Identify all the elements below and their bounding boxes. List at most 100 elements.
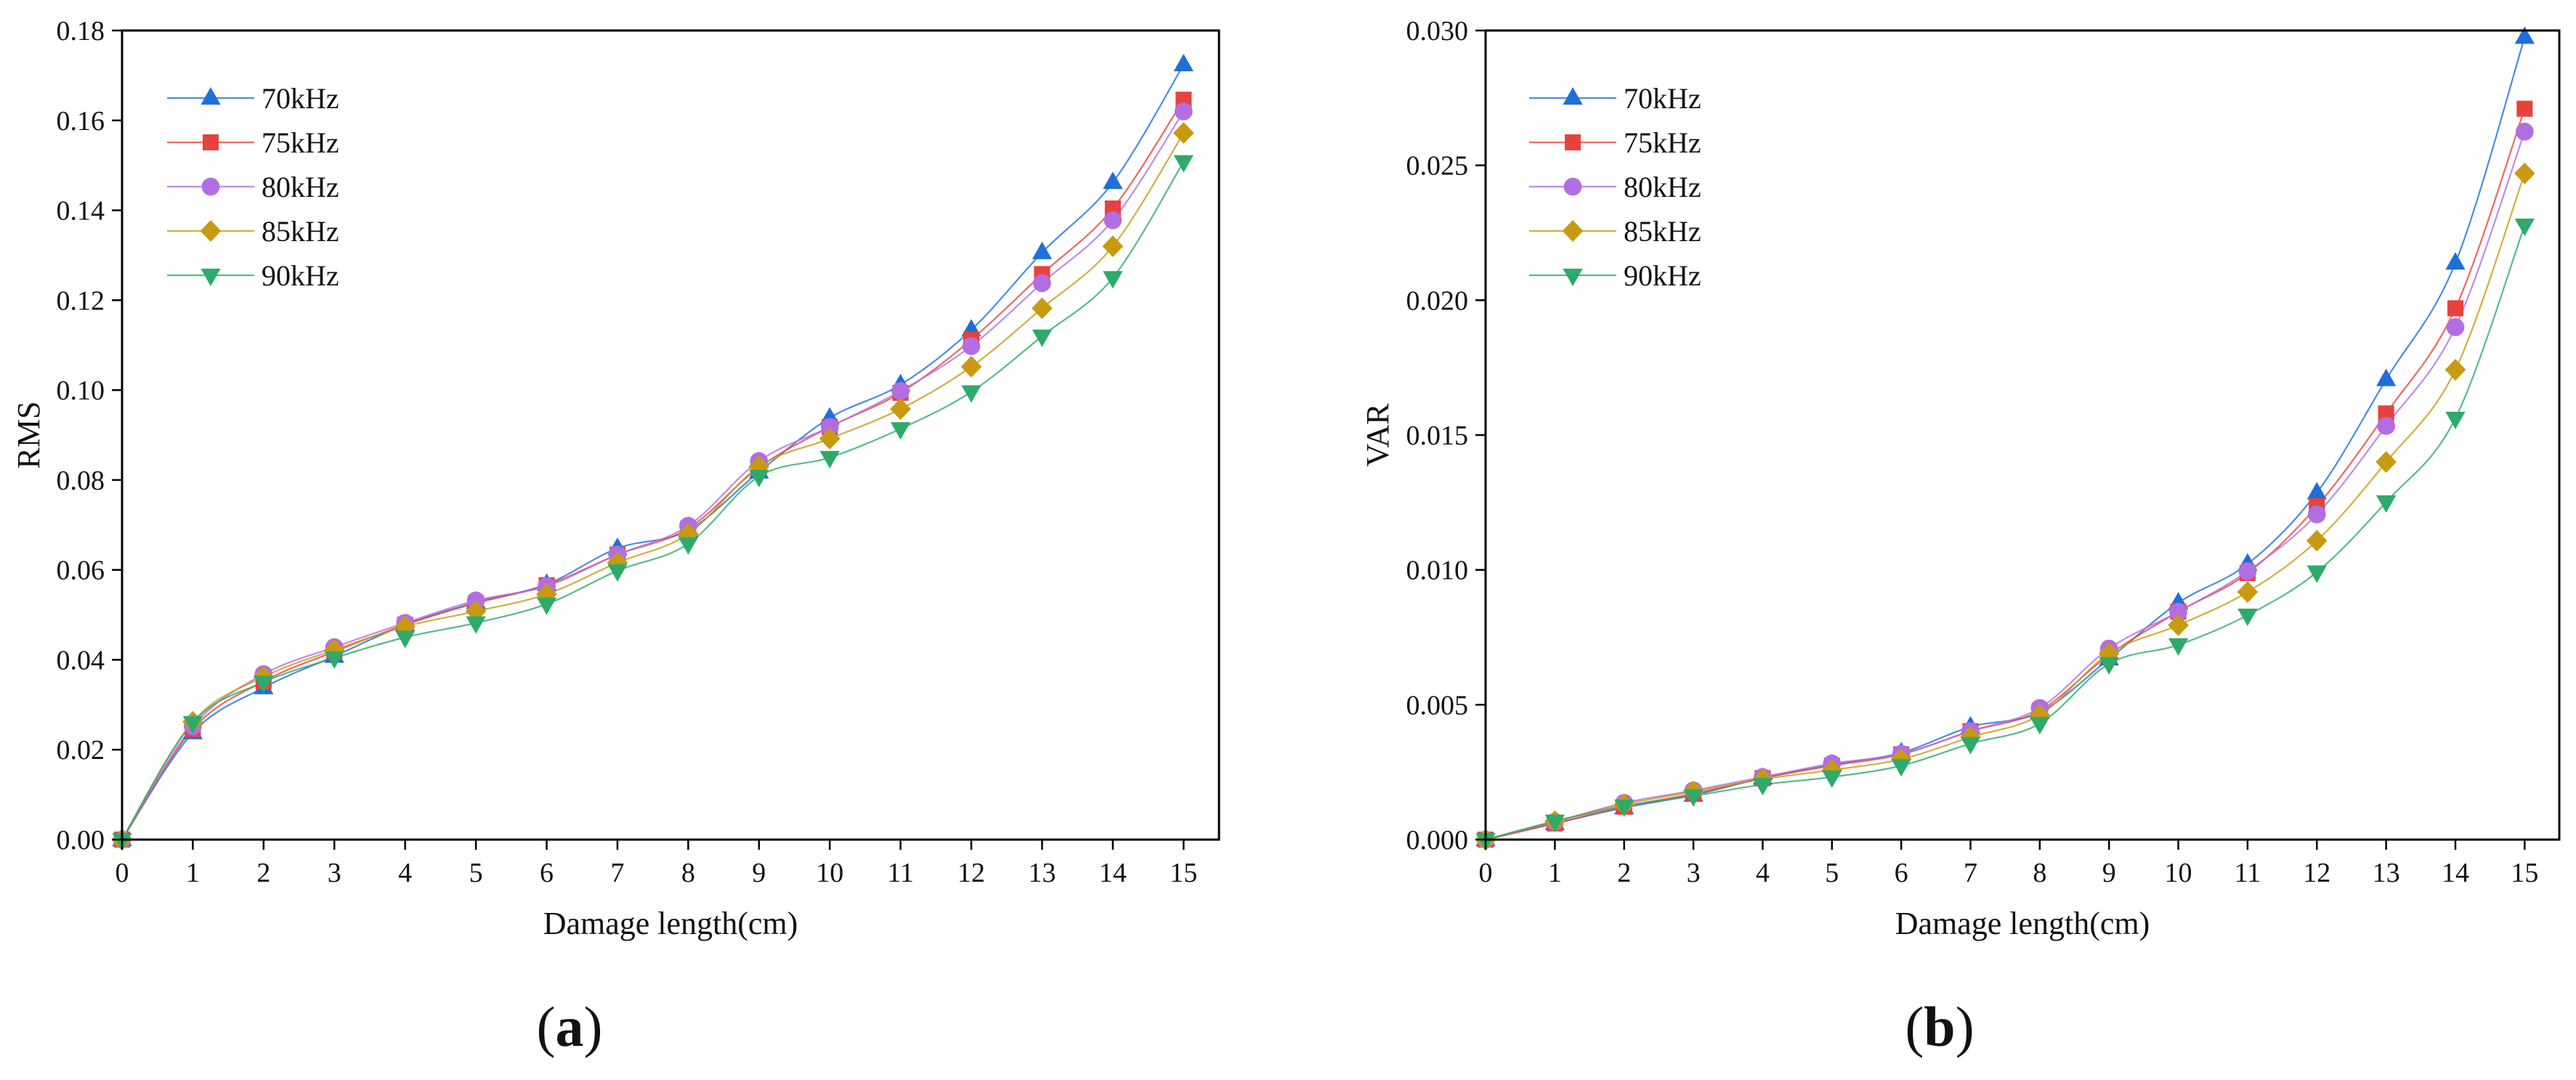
chart-a-y-tick-label-9: 0.18 <box>57 16 105 46</box>
chart-a-point-80kHz-10 <box>820 418 839 437</box>
chart-a-legend-label-85kHz: 85kHz <box>262 215 339 248</box>
chart-b-x-tick-label-2: 2 <box>1617 858 1631 888</box>
chart-a-point-90kHz-9 <box>749 469 769 487</box>
chart-a-y-tick-label-6: 0.12 <box>57 285 105 316</box>
chart-a-y-tick-label-0: 0.00 <box>57 825 105 856</box>
chart-b-x-tick-label-12: 12 <box>2303 858 2330 888</box>
chart-b-legend-label-80kHz: 80kHz <box>1624 171 1701 203</box>
chart-b-point-90kHz-10 <box>2168 638 2189 656</box>
chart-b-point-80kHz-11 <box>2238 562 2257 580</box>
chart-a-x-tick-label-6: 6 <box>540 858 554 888</box>
chart-b-point-90kHz-13 <box>2375 495 2397 513</box>
chart-a-point-70kHz-13 <box>1032 241 1053 259</box>
chart-a-point-70kHz-14 <box>1103 171 1123 190</box>
chart-b-point-85kHz-13 <box>2375 451 2397 474</box>
chart-b-point-80kHz-12 <box>2307 505 2326 524</box>
chart-a-point-85kHz-12 <box>960 355 982 378</box>
chart-a-point-90kHz-10 <box>819 450 840 468</box>
chart-a-x-tick-label-12: 12 <box>957 858 985 888</box>
chart-a-point-85kHz-10 <box>819 428 841 450</box>
chart-a-series-line-80kHz <box>121 110 1185 840</box>
chart-a-point-85kHz-13 <box>1032 297 1053 320</box>
chart-a-point-90kHz-11 <box>890 422 911 440</box>
chart-b-legend-marker-75kHz <box>1564 134 1581 151</box>
chart-a-legend-label-80kHz: 80kHz <box>262 171 339 203</box>
chart-b-point-85kHz-10 <box>2168 614 2189 636</box>
chart-a-y-tick-label-4: 0.08 <box>57 466 105 496</box>
chart-a-series-line-90kHz <box>121 161 1185 840</box>
chart-a-x-tick-label-4: 4 <box>398 858 412 888</box>
chart-a-y-tick-label-5: 0.10 <box>57 375 105 406</box>
chart-b-point-90kHz-5 <box>1822 770 1842 788</box>
chart-b-x-tick-label-9: 9 <box>2102 858 2116 888</box>
chart-b-point-75kHz-15 <box>2516 100 2533 117</box>
chart-a-legend-marker-85kHz <box>200 220 222 242</box>
chart-b-y-tick-label-0: 0.000 <box>1406 825 1469 856</box>
panel-label-a: (a) <box>537 995 603 1058</box>
chart-b-point-90kHz-1 <box>1544 814 1566 832</box>
chart-b-point-75kHz-13 <box>2378 405 2394 422</box>
chart-a-point-90kHz-6 <box>536 597 557 615</box>
chart-b-point-90kHz-3 <box>1683 789 1704 807</box>
chart-b-y-axis-title: VAR <box>1360 403 1396 467</box>
chart-a-x-tick-label-11: 11 <box>887 858 914 888</box>
chart-a-x-tick-label-1: 1 <box>186 858 200 888</box>
chart-b-point-85kHz-11 <box>2237 581 2259 604</box>
chart-a-point-90kHz-13 <box>1032 329 1053 347</box>
chart-b-legend-marker-85kHz <box>1562 220 1584 242</box>
chart-b-x-tick-label-11: 11 <box>2235 858 2261 888</box>
chart-b-point-70kHz-12 <box>2306 482 2327 500</box>
chart-a-x-tick-label-2: 2 <box>256 858 270 888</box>
chart-b-legend-label-85kHz: 85kHz <box>1624 215 1701 248</box>
chart-a-y-tick-label-8: 0.16 <box>57 106 105 137</box>
chart-a-point-70kHz-15 <box>1173 54 1194 72</box>
chart-a-x-tick-label-7: 7 <box>610 858 624 888</box>
chart-a-legend-marker-70kHz <box>201 87 221 105</box>
chart-a-series-line-75kHz <box>121 99 1185 840</box>
chart-b-y-tick-label-5: 0.025 <box>1406 151 1469 182</box>
chart-b-x-tick-label-1: 1 <box>1548 858 1562 888</box>
chart-b-point-90kHz-7 <box>1960 736 1981 755</box>
chart-a-point-90kHz-14 <box>1103 271 1123 289</box>
chart-b-x-tick-label-8: 8 <box>2033 858 2046 888</box>
chart-b-x-tick-label-14: 14 <box>2442 858 2469 888</box>
chart-a-legend-label-90kHz: 90kHz <box>262 259 339 292</box>
chart-b-legend-label-75kHz: 75kHz <box>1624 126 1701 159</box>
chart-a-point-90kHz-1 <box>182 715 203 734</box>
chart-a-point-90kHz-8 <box>678 537 699 555</box>
chart-b-x-tick-label-4: 4 <box>1756 858 1770 888</box>
chart-b-x-tick-label-7: 7 <box>1964 858 1977 888</box>
chart-b-point-90kHz-12 <box>2306 565 2327 583</box>
chart-a-legend-marker-90kHz <box>201 268 221 286</box>
chart-a-x-tick-label-3: 3 <box>328 858 341 888</box>
chart-a-x-tick-label-10: 10 <box>816 858 843 888</box>
chart-a-legend: 70kHz 75kHz 80kHz 85kHz 90kHz <box>167 82 339 292</box>
chart-b-legend-marker-80kHz <box>1563 177 1582 196</box>
chart-b-point-70kHz-15 <box>2514 26 2535 44</box>
panel-label-b: (b) <box>1905 995 1974 1058</box>
chart-b-legend-marker-70kHz <box>1563 87 1583 105</box>
chart-a-point-80kHz-13 <box>1033 274 1051 293</box>
chart-a-y-axis-title: RMS <box>11 402 46 469</box>
chart-b-legend-label-70kHz: 70kHz <box>1624 82 1701 115</box>
chart-b-point-80kHz-14 <box>2446 318 2465 336</box>
chart-a-point-85kHz-14 <box>1102 235 1124 258</box>
chart-b-point-80kHz-15 <box>2515 122 2534 141</box>
chart-b-x-tick-label-10: 10 <box>2165 858 2192 888</box>
chart-b-point-85kHz-15 <box>2514 162 2535 184</box>
chart-a-series-line-85kHz <box>121 132 1185 840</box>
chart-b-point-90kHz-6 <box>1891 759 1911 777</box>
chart-b-y-tick-label-2: 0.010 <box>1406 556 1469 586</box>
chart-a-x-tick-label-15: 15 <box>1170 858 1197 888</box>
chart-a-x-axis-title: Damage length(cm) <box>543 906 798 941</box>
chart-a-point-90kHz-3 <box>324 651 344 669</box>
chart-a-point-85kHz-11 <box>890 398 911 421</box>
chart-a-plot-frame <box>121 29 1220 841</box>
chart-a-x-tick-label-5: 5 <box>469 858 483 888</box>
chart-b-y-tick-label-6: 0.030 <box>1406 16 1469 46</box>
chart-a-legend-marker-80kHz <box>201 177 220 196</box>
chart-a-x-tick-label-0: 0 <box>116 858 129 888</box>
chart-a-y-tick-label-3: 0.06 <box>57 556 105 586</box>
chart-b-point-70kHz-13 <box>2375 368 2397 386</box>
